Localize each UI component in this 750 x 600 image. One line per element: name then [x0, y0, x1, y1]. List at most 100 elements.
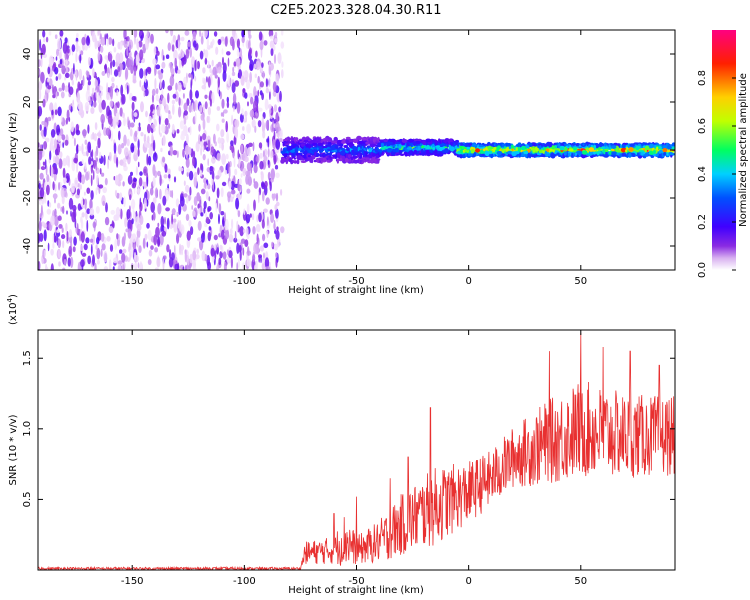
heatmap-cell	[125, 67, 129, 80]
heatmap-cell	[88, 156, 92, 165]
heatmap-cell	[138, 245, 142, 254]
heatmap-cell	[231, 218, 234, 230]
heatmap-cell	[142, 32, 144, 39]
heatmap-cell	[210, 247, 215, 257]
spectrogram-panel: -150 -100 -50 0 50 -40 -20 0 20 40 Height of stra…	[8, 29, 749, 296]
heatmap-cell	[267, 159, 270, 165]
heatmap-cell	[417, 145, 421, 151]
heatmap-cell	[61, 227, 64, 234]
heatmap-cell	[275, 229, 280, 240]
heatmap-cell	[58, 87, 63, 92]
heatmap-cell	[77, 183, 80, 188]
heatmap-cell	[145, 39, 149, 50]
heatmap-cell	[241, 108, 244, 116]
heatmap-cell	[549, 141, 553, 148]
heatmap-cell	[87, 80, 91, 86]
heatmap-cell	[112, 266, 115, 270]
heatmap-cell	[106, 91, 110, 101]
heatmap-cell	[274, 38, 278, 44]
heatmap-cell	[150, 201, 155, 213]
heatmap-cell	[223, 212, 226, 222]
heatmap-cell	[188, 73, 192, 78]
heatmap-cell	[268, 65, 271, 76]
heatmap-cell	[365, 147, 368, 152]
y-tick-label: 1.0	[22, 421, 33, 437]
heatmap-cell	[146, 142, 151, 149]
heatmap-cell	[300, 160, 307, 163]
heatmap-cell	[46, 91, 49, 101]
heatmap-cell	[133, 30, 138, 38]
heatmap-cell	[113, 142, 117, 154]
heatmap-cell	[152, 176, 156, 188]
heatmap-cell	[297, 155, 302, 160]
colorbar-label: Normalized spectral amplitude	[738, 73, 749, 227]
heatmap-cell	[564, 147, 568, 151]
heatmap-cell	[238, 158, 241, 166]
heatmap-cell	[137, 138, 140, 150]
heatmap-cell	[200, 212, 204, 217]
heatmap-cell	[592, 151, 596, 155]
heatmap-cell	[185, 196, 189, 204]
heatmap-cell	[267, 147, 270, 158]
heatmap-cell	[567, 152, 571, 157]
heatmap-cell	[84, 139, 88, 145]
heatmap-cell	[237, 149, 240, 160]
heatmap-cell	[182, 148, 185, 158]
heatmap-cell	[94, 122, 98, 131]
heatmap-cell	[276, 132, 280, 138]
heatmap-cell	[76, 188, 80, 196]
heatmap-cell	[600, 146, 605, 150]
heatmap-cell	[155, 226, 160, 238]
heatmap-cell	[75, 40, 79, 53]
heatmap-cell	[133, 152, 138, 162]
heatmap-cell	[112, 59, 116, 68]
heatmap-cell	[410, 143, 413, 148]
heatmap-cell	[174, 57, 177, 69]
heatmap-cell	[199, 50, 204, 60]
heatmap-cell	[107, 158, 109, 170]
heatmap-cell	[117, 144, 122, 155]
heatmap-cell	[81, 143, 84, 154]
heatmap-cell	[531, 147, 536, 151]
heatmap-cell	[64, 139, 69, 146]
heatmap-cell	[159, 132, 162, 137]
heatmap-cell	[131, 109, 134, 120]
heatmap-cell	[198, 123, 201, 132]
heatmap-cell	[221, 153, 227, 166]
heatmap-cell	[262, 191, 265, 202]
heatmap-cell	[87, 141, 92, 153]
heatmap-cell	[97, 137, 101, 149]
heatmap-cell	[311, 142, 317, 146]
heatmap-cell	[348, 143, 355, 147]
heatmap-cell	[312, 147, 318, 150]
heatmap-cell	[73, 137, 76, 147]
heatmap-cell	[167, 92, 170, 104]
heatmap-cell	[154, 267, 159, 270]
heatmap-cell	[206, 76, 208, 83]
heatmap-cell	[192, 267, 197, 270]
heatmap-cell	[161, 230, 167, 237]
heatmap-cell	[521, 143, 525, 146]
heatmap-cell	[221, 98, 225, 109]
heatmap-cell	[73, 63, 75, 75]
heatmap-cell	[345, 136, 351, 140]
heatmap-cell	[265, 78, 268, 87]
heatmap-cell	[240, 75, 245, 86]
heatmap-cell	[186, 171, 189, 177]
heatmap-cell	[246, 123, 252, 134]
heatmap-cell	[246, 203, 250, 214]
heatmap-cell	[173, 49, 178, 61]
heatmap-cell	[213, 133, 216, 144]
heatmap-cell	[49, 150, 52, 161]
heatmap-cell	[139, 49, 144, 61]
heatmap-cell	[73, 209, 77, 219]
heatmap-cell	[239, 113, 244, 123]
heatmap-cell	[95, 187, 98, 196]
heatmap-cell	[46, 208, 51, 215]
heatmap-cell	[106, 56, 109, 64]
heatmap-cell	[236, 57, 241, 64]
heatmap-cell	[67, 48, 70, 54]
heatmap-cell	[38, 59, 41, 68]
heatmap-cell	[274, 164, 279, 170]
heatmap-cell	[209, 67, 212, 74]
